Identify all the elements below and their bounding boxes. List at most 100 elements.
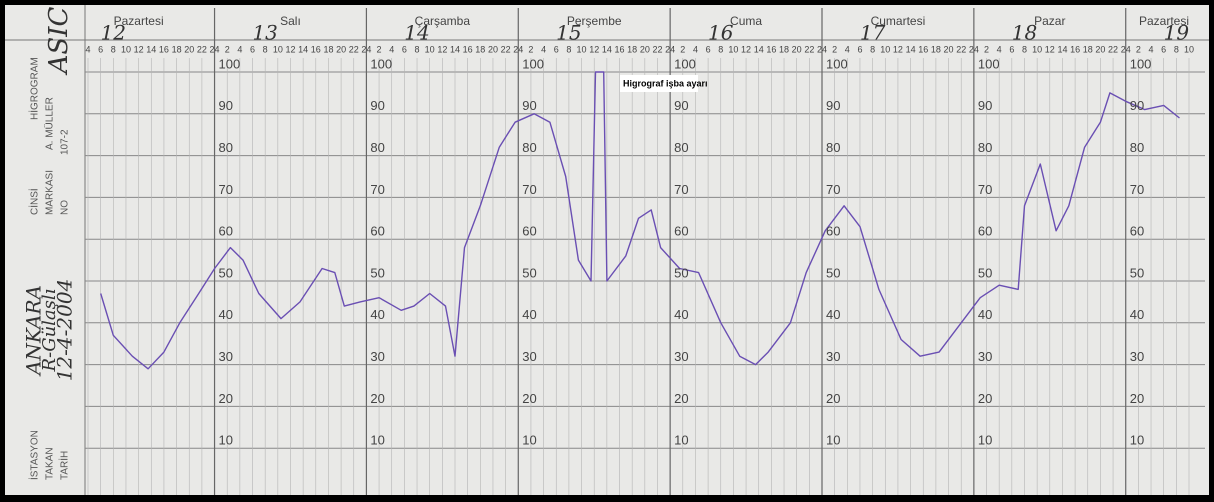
x-tick-label: 18 xyxy=(627,44,637,54)
x-tick-label: 2 xyxy=(832,44,837,54)
x-tick-label: 6 xyxy=(554,44,559,54)
y-tick-label: 60 xyxy=(978,224,992,239)
y-tick-label: 60 xyxy=(370,224,384,239)
y-tick-label: 80 xyxy=(826,140,840,155)
x-tick-label: 2 xyxy=(528,44,533,54)
y-tick-label: 90 xyxy=(1130,98,1144,113)
y-tick-label: 10 xyxy=(978,433,992,448)
y-tick-label: 30 xyxy=(1130,349,1144,364)
x-tick-label: 18 xyxy=(779,44,789,54)
y-tick-label: 90 xyxy=(219,98,233,113)
y-tick-label: 10 xyxy=(219,433,233,448)
y-tick-label: 100 xyxy=(826,56,848,71)
x-tick-label: 4 xyxy=(693,44,698,54)
y-tick-label: 90 xyxy=(370,98,384,113)
day-label: Pazar xyxy=(1034,14,1065,28)
x-tick-label: 16 xyxy=(615,44,625,54)
y-tick-label: 50 xyxy=(674,265,688,280)
x-tick-label: 10 xyxy=(273,44,283,54)
x-tick-label: 4 xyxy=(389,44,394,54)
x-tick-label: 10 xyxy=(1184,44,1194,54)
x-tick-label: 16 xyxy=(463,44,473,54)
y-tick-label: 40 xyxy=(1130,307,1144,322)
x-tick-label: 2 xyxy=(377,44,382,54)
x-tick-label: 8 xyxy=(566,44,571,54)
day-number: 19 xyxy=(1164,21,1190,45)
x-tick-label: 24 xyxy=(1121,44,1131,54)
x-tick-label: 2 xyxy=(225,44,230,54)
x-tick-label: 22 xyxy=(349,44,359,54)
x-tick-label: 6 xyxy=(1009,44,1014,54)
x-tick-label: 10 xyxy=(1032,44,1042,54)
x-tick-label: 2 xyxy=(984,44,989,54)
x-tick-label: 18 xyxy=(475,44,485,54)
x-tick-label: 2 xyxy=(680,44,685,54)
y-tick-label: 40 xyxy=(674,307,688,322)
y-tick-label: 10 xyxy=(370,433,384,448)
x-tick-label: 24 xyxy=(513,44,523,54)
y-tick-label: 80 xyxy=(219,140,233,155)
x-tick-label: 20 xyxy=(184,44,194,54)
y-tick-label: 50 xyxy=(370,265,384,280)
form-value: A. MÜLLER xyxy=(44,97,56,150)
x-tick-label: 20 xyxy=(792,44,802,54)
day-number: 17 xyxy=(860,21,886,45)
y-tick-label: 20 xyxy=(826,391,840,406)
x-tick-label: 10 xyxy=(880,44,890,54)
y-tick-label: 40 xyxy=(522,307,536,322)
x-tick-label: 24 xyxy=(665,44,675,54)
y-tick-label: 80 xyxy=(674,140,688,155)
y-tick-label: 80 xyxy=(978,140,992,155)
x-tick-label: 6 xyxy=(402,44,407,54)
x-tick-label: 10 xyxy=(577,44,587,54)
form-label: NO xyxy=(60,200,71,215)
y-tick-label: 100 xyxy=(370,56,392,71)
y-tick-label: 40 xyxy=(219,307,233,322)
day-number: 13 xyxy=(252,21,277,45)
x-tick-label: 16 xyxy=(311,44,321,54)
y-tick-label: 30 xyxy=(978,349,992,364)
x-tick-label: 22 xyxy=(804,44,814,54)
y-tick-label: 60 xyxy=(826,224,840,239)
x-tick-label: 18 xyxy=(172,44,182,54)
y-tick-label: 30 xyxy=(522,349,536,364)
x-tick-label: 12 xyxy=(1045,44,1055,54)
y-tick-label: 50 xyxy=(978,265,992,280)
x-tick-label: 12 xyxy=(134,44,144,54)
x-tick-label: 20 xyxy=(336,44,346,54)
x-tick-label: 4 xyxy=(85,44,90,54)
x-tick-label: 8 xyxy=(870,44,875,54)
y-tick-label: 30 xyxy=(826,349,840,364)
y-tick-label: 80 xyxy=(1130,140,1144,155)
x-tick-label: 14 xyxy=(146,44,156,54)
x-tick-label: 8 xyxy=(111,44,116,54)
x-tick-label: 4 xyxy=(845,44,850,54)
x-tick-label: 22 xyxy=(956,44,966,54)
form-label: TARİH xyxy=(58,451,71,480)
y-tick-label: 30 xyxy=(674,349,688,364)
day-number: 18 xyxy=(1012,21,1037,45)
y-tick-label: 10 xyxy=(826,433,840,448)
y-tick-label: 20 xyxy=(674,391,688,406)
form-value: HİGROGRAM xyxy=(28,57,41,120)
y-tick-label: 30 xyxy=(219,349,233,364)
x-tick-label: 4 xyxy=(997,44,1002,54)
y-tick-label: 90 xyxy=(978,98,992,113)
x-tick-label: 22 xyxy=(197,44,207,54)
x-tick-label: 16 xyxy=(766,44,776,54)
y-tick-label: 20 xyxy=(978,391,992,406)
x-tick-label: 20 xyxy=(944,44,954,54)
y-tick-label: 100 xyxy=(219,56,241,71)
y-tick-label: 80 xyxy=(522,140,536,155)
x-tick-label: 24 xyxy=(361,44,371,54)
y-tick-label: 100 xyxy=(978,56,1000,71)
x-tick-label: 8 xyxy=(718,44,723,54)
x-tick-label: 20 xyxy=(1095,44,1105,54)
hygrograph-chart: ASIC CİNSİ HİGROGRAM MARKASI A. MÜLLER N… xyxy=(0,0,1214,502)
y-tick-label: 50 xyxy=(522,265,536,280)
x-tick-label: 24 xyxy=(210,44,220,54)
y-tick-label: 50 xyxy=(219,265,233,280)
x-tick-label: 4 xyxy=(541,44,546,54)
day-number: 14 xyxy=(404,21,429,45)
y-tick-label: 20 xyxy=(522,391,536,406)
